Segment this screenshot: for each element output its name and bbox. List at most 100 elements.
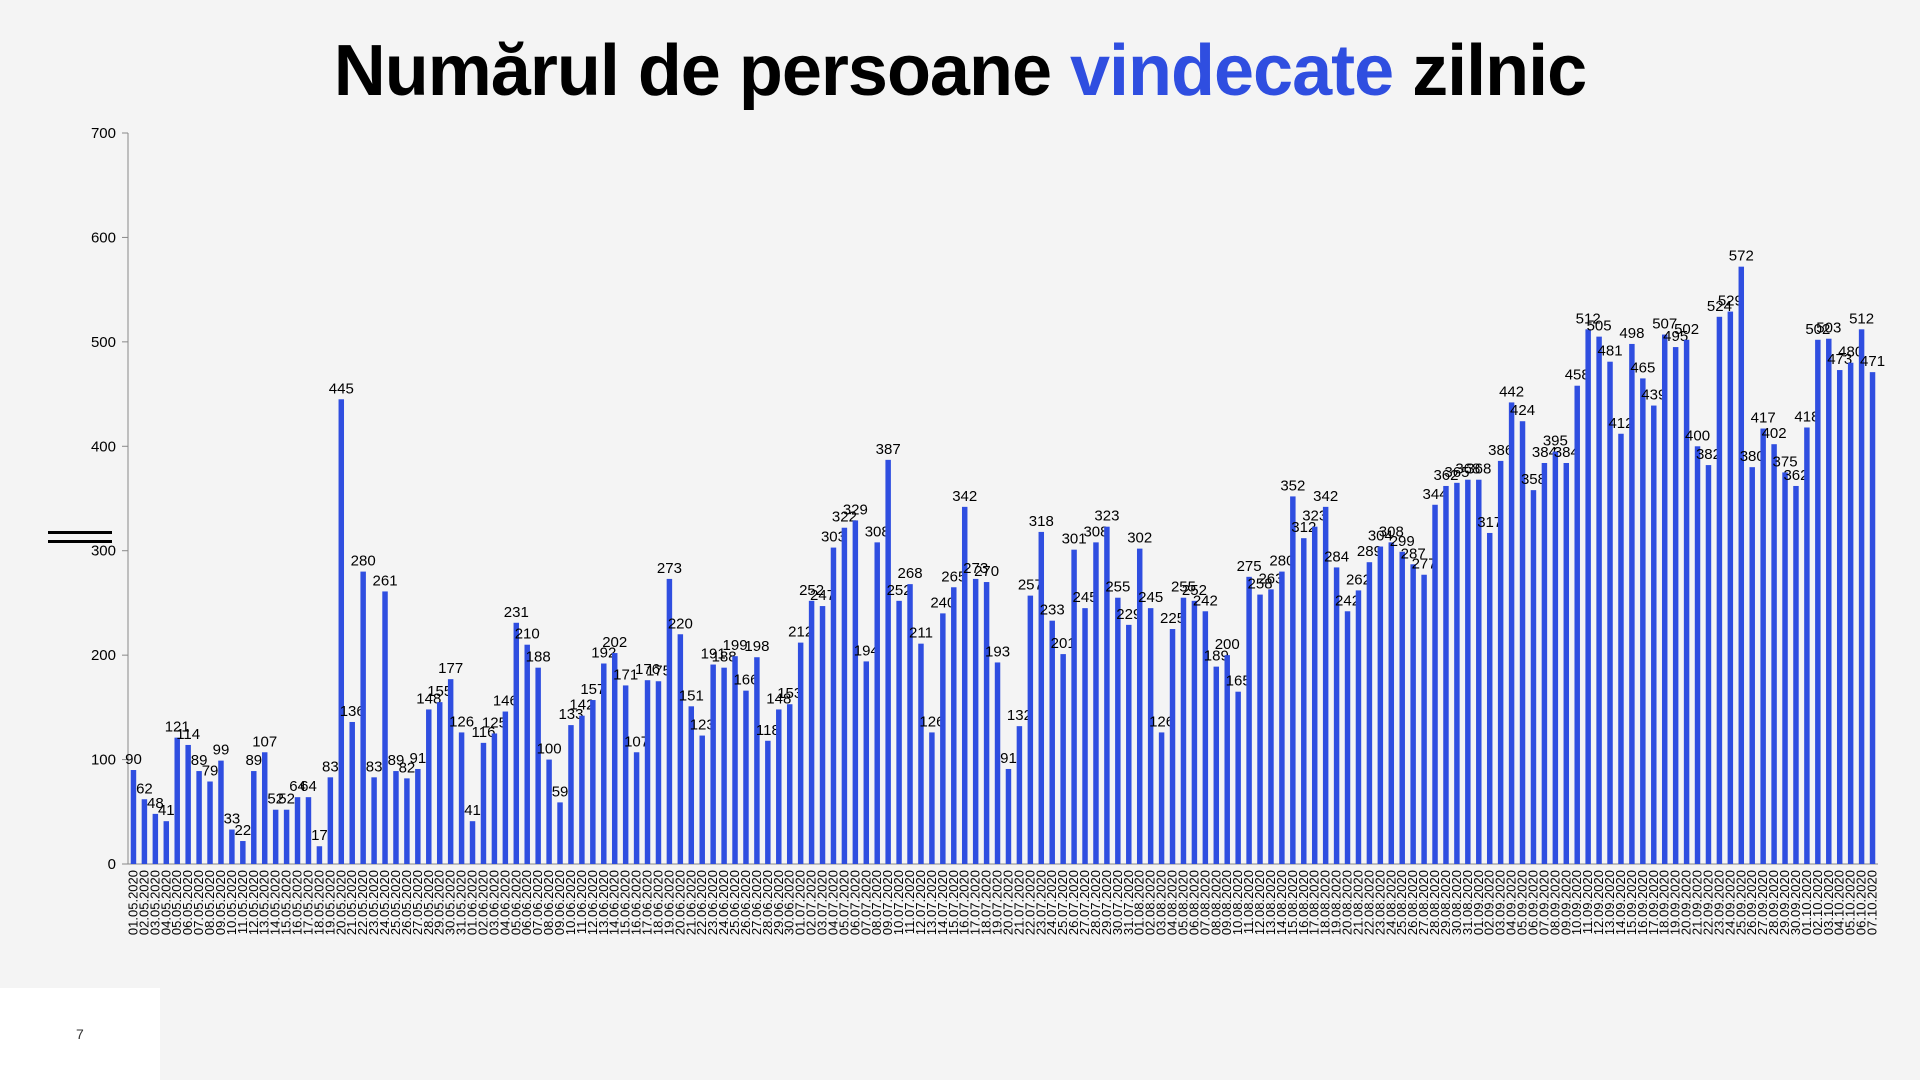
bar bbox=[1082, 608, 1088, 864]
title-part3: zilnic bbox=[1393, 31, 1587, 111]
data-label: 177 bbox=[438, 660, 463, 677]
bar bbox=[524, 644, 530, 864]
x-tick-label: 19.08.2020 bbox=[1329, 870, 1344, 935]
x-tick-label: 10.06.2020 bbox=[563, 870, 578, 935]
data-label: 465 bbox=[1630, 359, 1655, 376]
data-label: 212 bbox=[788, 624, 813, 641]
bar bbox=[415, 768, 421, 864]
bar bbox=[808, 600, 815, 864]
bar bbox=[1093, 542, 1099, 864]
x-tick-label: 09.07.2020 bbox=[880, 870, 895, 935]
data-label: 323 bbox=[1302, 508, 1327, 525]
data-label: 107 bbox=[252, 733, 277, 750]
data-label: 176 bbox=[635, 661, 660, 678]
data-label: 79 bbox=[202, 763, 219, 780]
data-label: 245 bbox=[1138, 589, 1163, 606]
data-label: 247 bbox=[810, 587, 835, 604]
x-tick-label: 11.08.2020 bbox=[1241, 870, 1256, 934]
x-tick-label: 08.07.2020 bbox=[869, 870, 884, 935]
data-label: 148 bbox=[416, 690, 441, 707]
data-label: 308 bbox=[865, 523, 890, 540]
x-tick-label: 24.07.2020 bbox=[1044, 870, 1059, 935]
data-label: 121 bbox=[165, 719, 190, 736]
x-tick-label: 15.06.2020 bbox=[618, 870, 633, 935]
x-tick-label: 20.06.2020 bbox=[672, 870, 687, 935]
data-label: 91 bbox=[1000, 750, 1017, 767]
bar bbox=[677, 634, 684, 864]
data-label: 202 bbox=[602, 634, 627, 651]
bar bbox=[327, 777, 334, 864]
bar bbox=[972, 578, 979, 864]
bar bbox=[983, 582, 990, 864]
x-tick-label: 29.07.2020 bbox=[1099, 870, 1114, 935]
x-tick-label: 18.07.2020 bbox=[979, 870, 994, 935]
bar bbox=[152, 813, 159, 864]
bar bbox=[272, 809, 279, 864]
x-tick-label: 08.06.2020 bbox=[541, 870, 556, 935]
x-tick-label: 22.06.2020 bbox=[694, 870, 709, 935]
bar bbox=[426, 709, 432, 864]
x-tick-label: 05.09.2020 bbox=[1515, 870, 1530, 935]
bar bbox=[1486, 532, 1493, 864]
x-tick-label: 06.06.2020 bbox=[519, 870, 534, 935]
x-tick-label: 19.06.2020 bbox=[661, 870, 676, 935]
bar bbox=[130, 770, 137, 864]
x-tick-label: 28.07.2020 bbox=[1088, 870, 1103, 935]
data-label: 473 bbox=[1827, 351, 1852, 368]
x-tick-label: 16.07.2020 bbox=[957, 870, 972, 935]
x-tick-label: 17.09.2020 bbox=[1646, 870, 1661, 935]
x-tick-label: 22.08.2020 bbox=[1361, 870, 1376, 935]
x-tick-label: 09.05.2020 bbox=[213, 870, 228, 935]
bar bbox=[1322, 506, 1329, 864]
data-label: 252 bbox=[1182, 582, 1207, 599]
data-label: 41 bbox=[464, 802, 481, 819]
bar bbox=[666, 578, 673, 864]
data-label: 270 bbox=[974, 563, 999, 580]
data-label: 362 bbox=[1433, 467, 1458, 484]
data-label: 64 bbox=[289, 778, 306, 795]
bar bbox=[1432, 504, 1438, 864]
x-tick-label: 20.08.2020 bbox=[1340, 870, 1355, 935]
x-tick-label: 01.10.2020 bbox=[1799, 870, 1814, 935]
x-tick-label: 10.05.2020 bbox=[224, 870, 239, 935]
bar bbox=[1574, 385, 1580, 864]
bar bbox=[480, 742, 487, 864]
data-label: 114 bbox=[176, 726, 200, 743]
bar bbox=[174, 737, 180, 864]
data-label: 157 bbox=[580, 681, 605, 698]
data-label: 384 bbox=[1532, 444, 1557, 461]
bar bbox=[885, 459, 891, 864]
data-label: 166 bbox=[733, 672, 758, 689]
x-tick-label: 09.08.2020 bbox=[1219, 870, 1234, 935]
x-tick-label: 25.07.2020 bbox=[1055, 870, 1070, 935]
bar bbox=[590, 700, 596, 864]
bar bbox=[765, 740, 771, 864]
data-label: 386 bbox=[1488, 442, 1513, 459]
bar bbox=[1115, 597, 1121, 864]
data-label: 299 bbox=[1390, 533, 1415, 550]
data-label: 342 bbox=[952, 488, 977, 505]
x-tick-label: 28.09.2020 bbox=[1766, 870, 1781, 935]
data-label: 189 bbox=[1204, 648, 1229, 665]
data-label: 33 bbox=[224, 811, 241, 828]
x-tick-label: 06.05.2020 bbox=[180, 870, 195, 935]
bar bbox=[371, 777, 377, 864]
data-label: 302 bbox=[1127, 530, 1152, 547]
data-label: 317 bbox=[1477, 514, 1502, 531]
x-tick-label: 31.07.2020 bbox=[1121, 870, 1136, 935]
x-tick-label: 07.10.2020 bbox=[1865, 870, 1880, 935]
data-label: 342 bbox=[1313, 488, 1338, 505]
bar bbox=[1421, 574, 1427, 864]
x-tick-label: 07.06.2020 bbox=[530, 870, 545, 935]
data-label: 318 bbox=[1029, 513, 1054, 530]
data-label: 188 bbox=[526, 649, 551, 666]
data-label: 116 bbox=[472, 724, 496, 741]
bar bbox=[338, 399, 345, 864]
data-label: 382 bbox=[1696, 446, 1721, 463]
x-tick-label: 13.08.2020 bbox=[1263, 870, 1278, 935]
x-tick-label: 15.09.2020 bbox=[1624, 870, 1639, 935]
bar bbox=[1858, 329, 1865, 865]
x-tick-label: 04.10.2020 bbox=[1832, 870, 1847, 935]
data-label: 64 bbox=[300, 778, 317, 795]
bar bbox=[579, 715, 585, 864]
